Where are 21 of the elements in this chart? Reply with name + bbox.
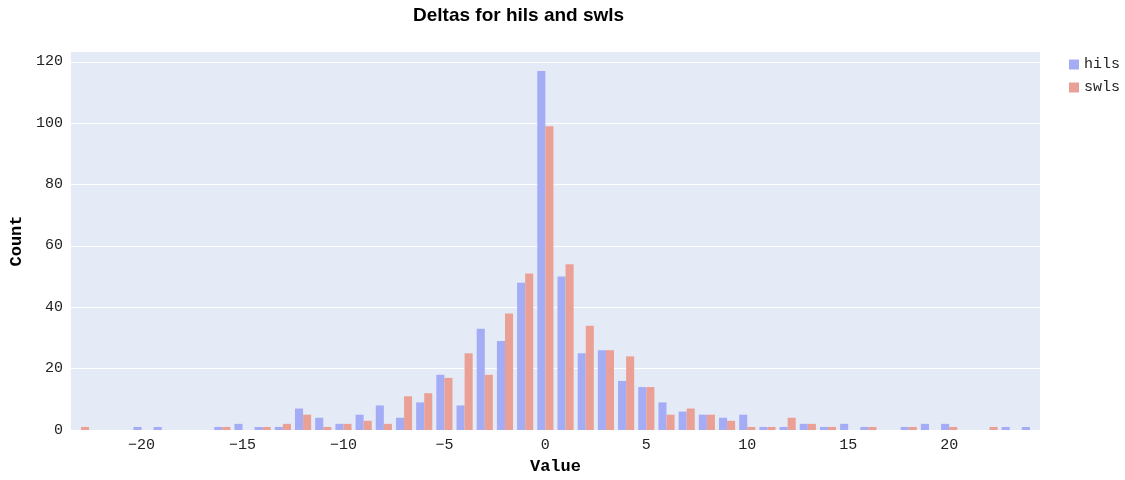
legend-label: hils xyxy=(1083,56,1121,73)
x-tick-label: −15 xyxy=(229,437,257,454)
y-tick-label: 100 xyxy=(35,114,63,132)
x-tick-label: −10 xyxy=(329,437,357,454)
y-tick-label: 120 xyxy=(35,53,63,71)
y-tick-label: 80 xyxy=(44,176,63,194)
x-tick-label: 15 xyxy=(839,437,858,454)
x-tick-label: 20 xyxy=(940,437,959,454)
y-tick-label: 40 xyxy=(44,298,63,316)
chart-title: Deltas for hils and swls xyxy=(413,4,625,25)
x-tick-label: 10 xyxy=(738,437,757,454)
x-axis-title: Value xyxy=(529,457,581,476)
x-tick-label: −20 xyxy=(128,437,156,454)
y-tick-label: 0 xyxy=(53,421,63,439)
x-tick-label: 5 xyxy=(641,437,651,454)
y-axis-title: Count xyxy=(7,215,26,267)
legend-label: swls xyxy=(1083,79,1121,96)
y-tick-label: 20 xyxy=(44,360,63,378)
x-tick-label: −5 xyxy=(435,437,454,454)
y-tick-label: 60 xyxy=(44,237,63,255)
x-tick-label: 0 xyxy=(540,437,550,454)
